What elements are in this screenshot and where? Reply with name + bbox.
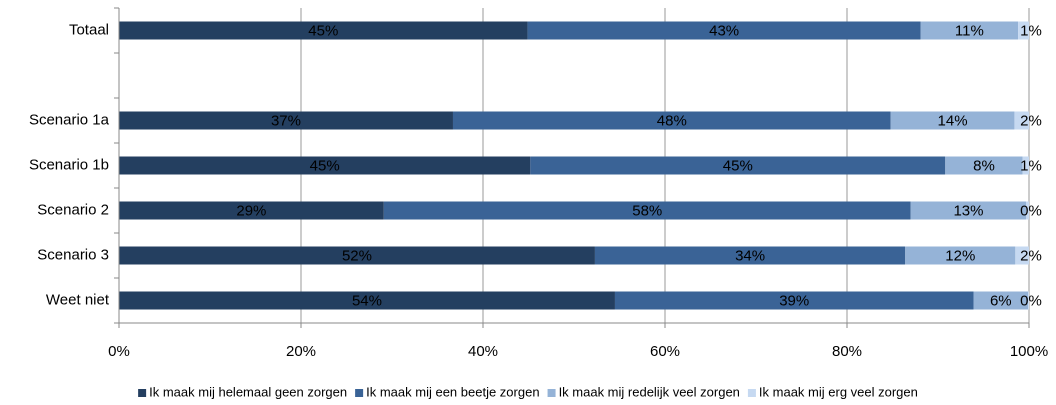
bar-segment	[1028, 291, 1029, 310]
bar-segment	[119, 291, 615, 310]
legend-label: Ik maak mij een beetje zorgen	[366, 384, 539, 399]
bar-segment	[119, 111, 453, 130]
legend-label: Ik maak mij erg veel zorgen	[759, 384, 918, 399]
data-label: 39%	[779, 292, 809, 309]
data-label: 54%	[352, 292, 382, 309]
y-tick-label: Weet niet	[46, 291, 110, 308]
bar-segment	[119, 156, 531, 175]
y-tick-label: Scenario 1a	[29, 111, 110, 128]
bar-segment	[530, 156, 946, 175]
data-label: 45%	[310, 157, 340, 174]
x-tick-label: 20%	[286, 343, 316, 360]
bar-segment	[1014, 111, 1029, 130]
data-label: 14%	[938, 112, 968, 129]
x-tick-label: 0%	[108, 343, 130, 360]
legend-swatch	[547, 389, 556, 397]
bar-segment	[614, 291, 974, 310]
bar-segment	[119, 21, 528, 40]
bar-segment	[905, 246, 1016, 265]
legend: Ik maak mij helemaal geen zorgen Ik maak …	[138, 384, 918, 399]
data-label: 43%	[709, 22, 739, 39]
bar-segment	[910, 201, 1027, 220]
x-tick-label: 80%	[832, 343, 862, 360]
data-label: 45%	[308, 22, 338, 39]
bar-segment	[1015, 246, 1029, 265]
legend-swatch	[355, 389, 364, 397]
data-label: 12%	[945, 247, 975, 264]
bar-segment	[1022, 156, 1029, 175]
x-tick-label: 60%	[650, 343, 680, 360]
data-label: 8%	[973, 157, 995, 174]
y-tick-label: Totaal	[69, 21, 109, 38]
bar-segment	[973, 291, 1029, 310]
x-tick-label: 40%	[468, 343, 498, 360]
bar-segment	[945, 156, 1023, 175]
data-label: 48%	[657, 112, 687, 129]
data-label: 29%	[236, 202, 266, 219]
bar-segment	[452, 111, 891, 130]
y-tick-label: Scenario 3	[37, 246, 109, 263]
legend-label: Ik maak mij helemaal geen zorgen	[149, 384, 347, 399]
data-label: 6%	[990, 292, 1012, 309]
data-label: 0%	[1020, 292, 1042, 309]
bar-segment	[119, 201, 384, 220]
bar-segment	[527, 21, 921, 40]
legend-swatch	[747, 389, 756, 397]
data-label: 34%	[735, 247, 765, 264]
bar-segment	[920, 21, 1019, 40]
legend-label: Ik maak mij redelijk veel zorgen	[559, 384, 740, 399]
bar-segment	[119, 246, 595, 265]
bar-segment	[1026, 201, 1029, 220]
legend-swatch	[138, 389, 147, 397]
data-label: 58%	[632, 202, 662, 219]
data-label: 52%	[342, 247, 372, 264]
data-label: 11%	[955, 22, 984, 39]
data-label: 1%	[1020, 22, 1042, 39]
data-label: 37%	[271, 112, 301, 129]
y-tick-label: Scenario 1b	[29, 156, 109, 173]
data-label: 0%	[1020, 202, 1042, 219]
data-label: 2%	[1020, 247, 1042, 264]
data-label: 2%	[1020, 112, 1042, 129]
x-tick-label: 100%	[1010, 343, 1048, 360]
data-label: 13%	[953, 202, 983, 219]
bar-segment	[594, 246, 906, 265]
data-label: 1%	[1020, 157, 1042, 174]
y-tick-label: Scenario 2	[37, 201, 109, 218]
bar-segment	[890, 111, 1015, 130]
bar-segment	[383, 201, 911, 220]
data-label: 45%	[723, 157, 753, 174]
bar-segment	[1018, 21, 1029, 40]
